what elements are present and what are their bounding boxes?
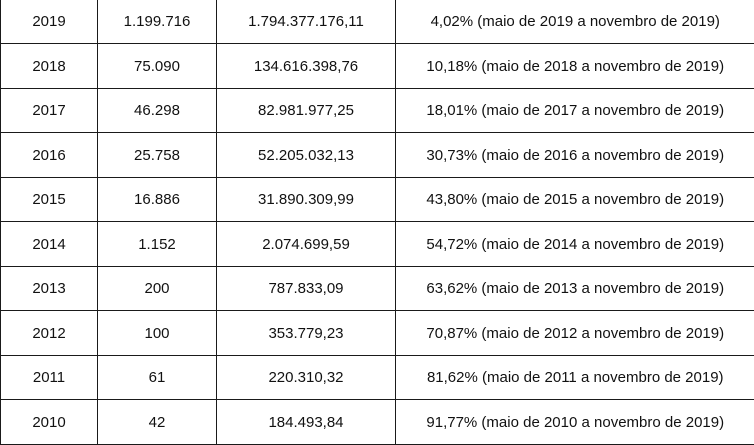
cell-value: 353.779,23	[216, 310, 396, 356]
cell-year: 2012	[0, 310, 98, 356]
cell-quantity: 25.758	[97, 132, 217, 178]
cell-value: 2.074.699,59	[216, 221, 396, 267]
table-row: 2019 1.199.716 1.794.377.176,11 4,02% (m…	[0, 0, 754, 45]
cell-rate: 70,87% (maio de 2012 a novembro de 2019)	[395, 310, 754, 356]
cell-rate: 43,80% (maio de 2015 a novembro de 2019)	[395, 176, 754, 223]
cell-rate: 4,02% (maio de 2019 a novembro de 2019)	[395, 0, 754, 45]
cell-rate: 91,77% (maio de 2010 a novembro de 2019)	[395, 399, 754, 445]
table-row: 2012 100 353.779,23 70,87% (maio de 2012…	[0, 310, 754, 356]
table-row: 2016 25.758 52.205.032,13 30,73% (maio d…	[0, 132, 754, 178]
cell-year: 2015	[0, 176, 98, 223]
cell-quantity: 200	[97, 265, 217, 312]
table-row: 2010 42 184.493,84 91,77% (maio de 2010 …	[0, 399, 754, 445]
cell-rate: 30,73% (maio de 2016 a novembro de 2019)	[395, 132, 754, 178]
cell-year: 2011	[0, 354, 98, 401]
cell-value: 787.833,09	[216, 265, 396, 312]
cell-quantity: 61	[97, 354, 217, 401]
cell-year: 2019	[0, 0, 98, 45]
cell-rate: 54,72% (maio de 2014 a novembro de 2019)	[395, 221, 754, 267]
cell-value: 220.310,32	[216, 354, 396, 401]
table-row: 2013 200 787.833,09 63,62% (maio de 2013…	[0, 265, 754, 312]
cell-year: 2016	[0, 132, 98, 178]
cell-value: 134.616.398,76	[216, 43, 396, 89]
cell-quantity: 1.199.716	[97, 0, 217, 45]
cell-rate: 81,62% (maio de 2011 a novembro de 2019)	[395, 354, 754, 401]
cell-year: 2014	[0, 221, 98, 267]
cell-value: 1.794.377.176,11	[216, 0, 396, 45]
cell-year: 2013	[0, 265, 98, 312]
table-row: 2018 75.090 134.616.398,76 10,18% (maio …	[0, 43, 754, 89]
table-row: 2014 1.152 2.074.699,59 54,72% (maio de …	[0, 221, 754, 267]
cell-rate: 63,62% (maio de 2013 a novembro de 2019)	[395, 265, 754, 312]
cell-year: 2017	[0, 87, 98, 134]
cell-quantity: 16.886	[97, 176, 217, 223]
cell-year: 2010	[0, 399, 98, 445]
cell-quantity: 42	[97, 399, 217, 445]
cell-value: 31.890.309,99	[216, 176, 396, 223]
cell-value: 82.981.977,25	[216, 87, 396, 134]
cell-quantity: 1.152	[97, 221, 217, 267]
table-row: 2015 16.886 31.890.309,99 43,80% (maio d…	[0, 176, 754, 223]
cell-rate: 10,18% (maio de 2018 a novembro de 2019)	[395, 43, 754, 89]
table-row: 2017 46.298 82.981.977,25 18,01% (maio d…	[0, 87, 754, 134]
cell-year: 2018	[0, 43, 98, 89]
cell-quantity: 46.298	[97, 87, 217, 134]
cell-value: 184.493,84	[216, 399, 396, 445]
cell-value: 52.205.032,13	[216, 132, 396, 178]
cell-quantity: 100	[97, 310, 217, 356]
cell-quantity: 75.090	[97, 43, 217, 89]
cell-rate: 18,01% (maio de 2017 a novembro de 2019)	[395, 87, 754, 134]
table-row: 2011 61 220.310,32 81,62% (maio de 2011 …	[0, 354, 754, 401]
